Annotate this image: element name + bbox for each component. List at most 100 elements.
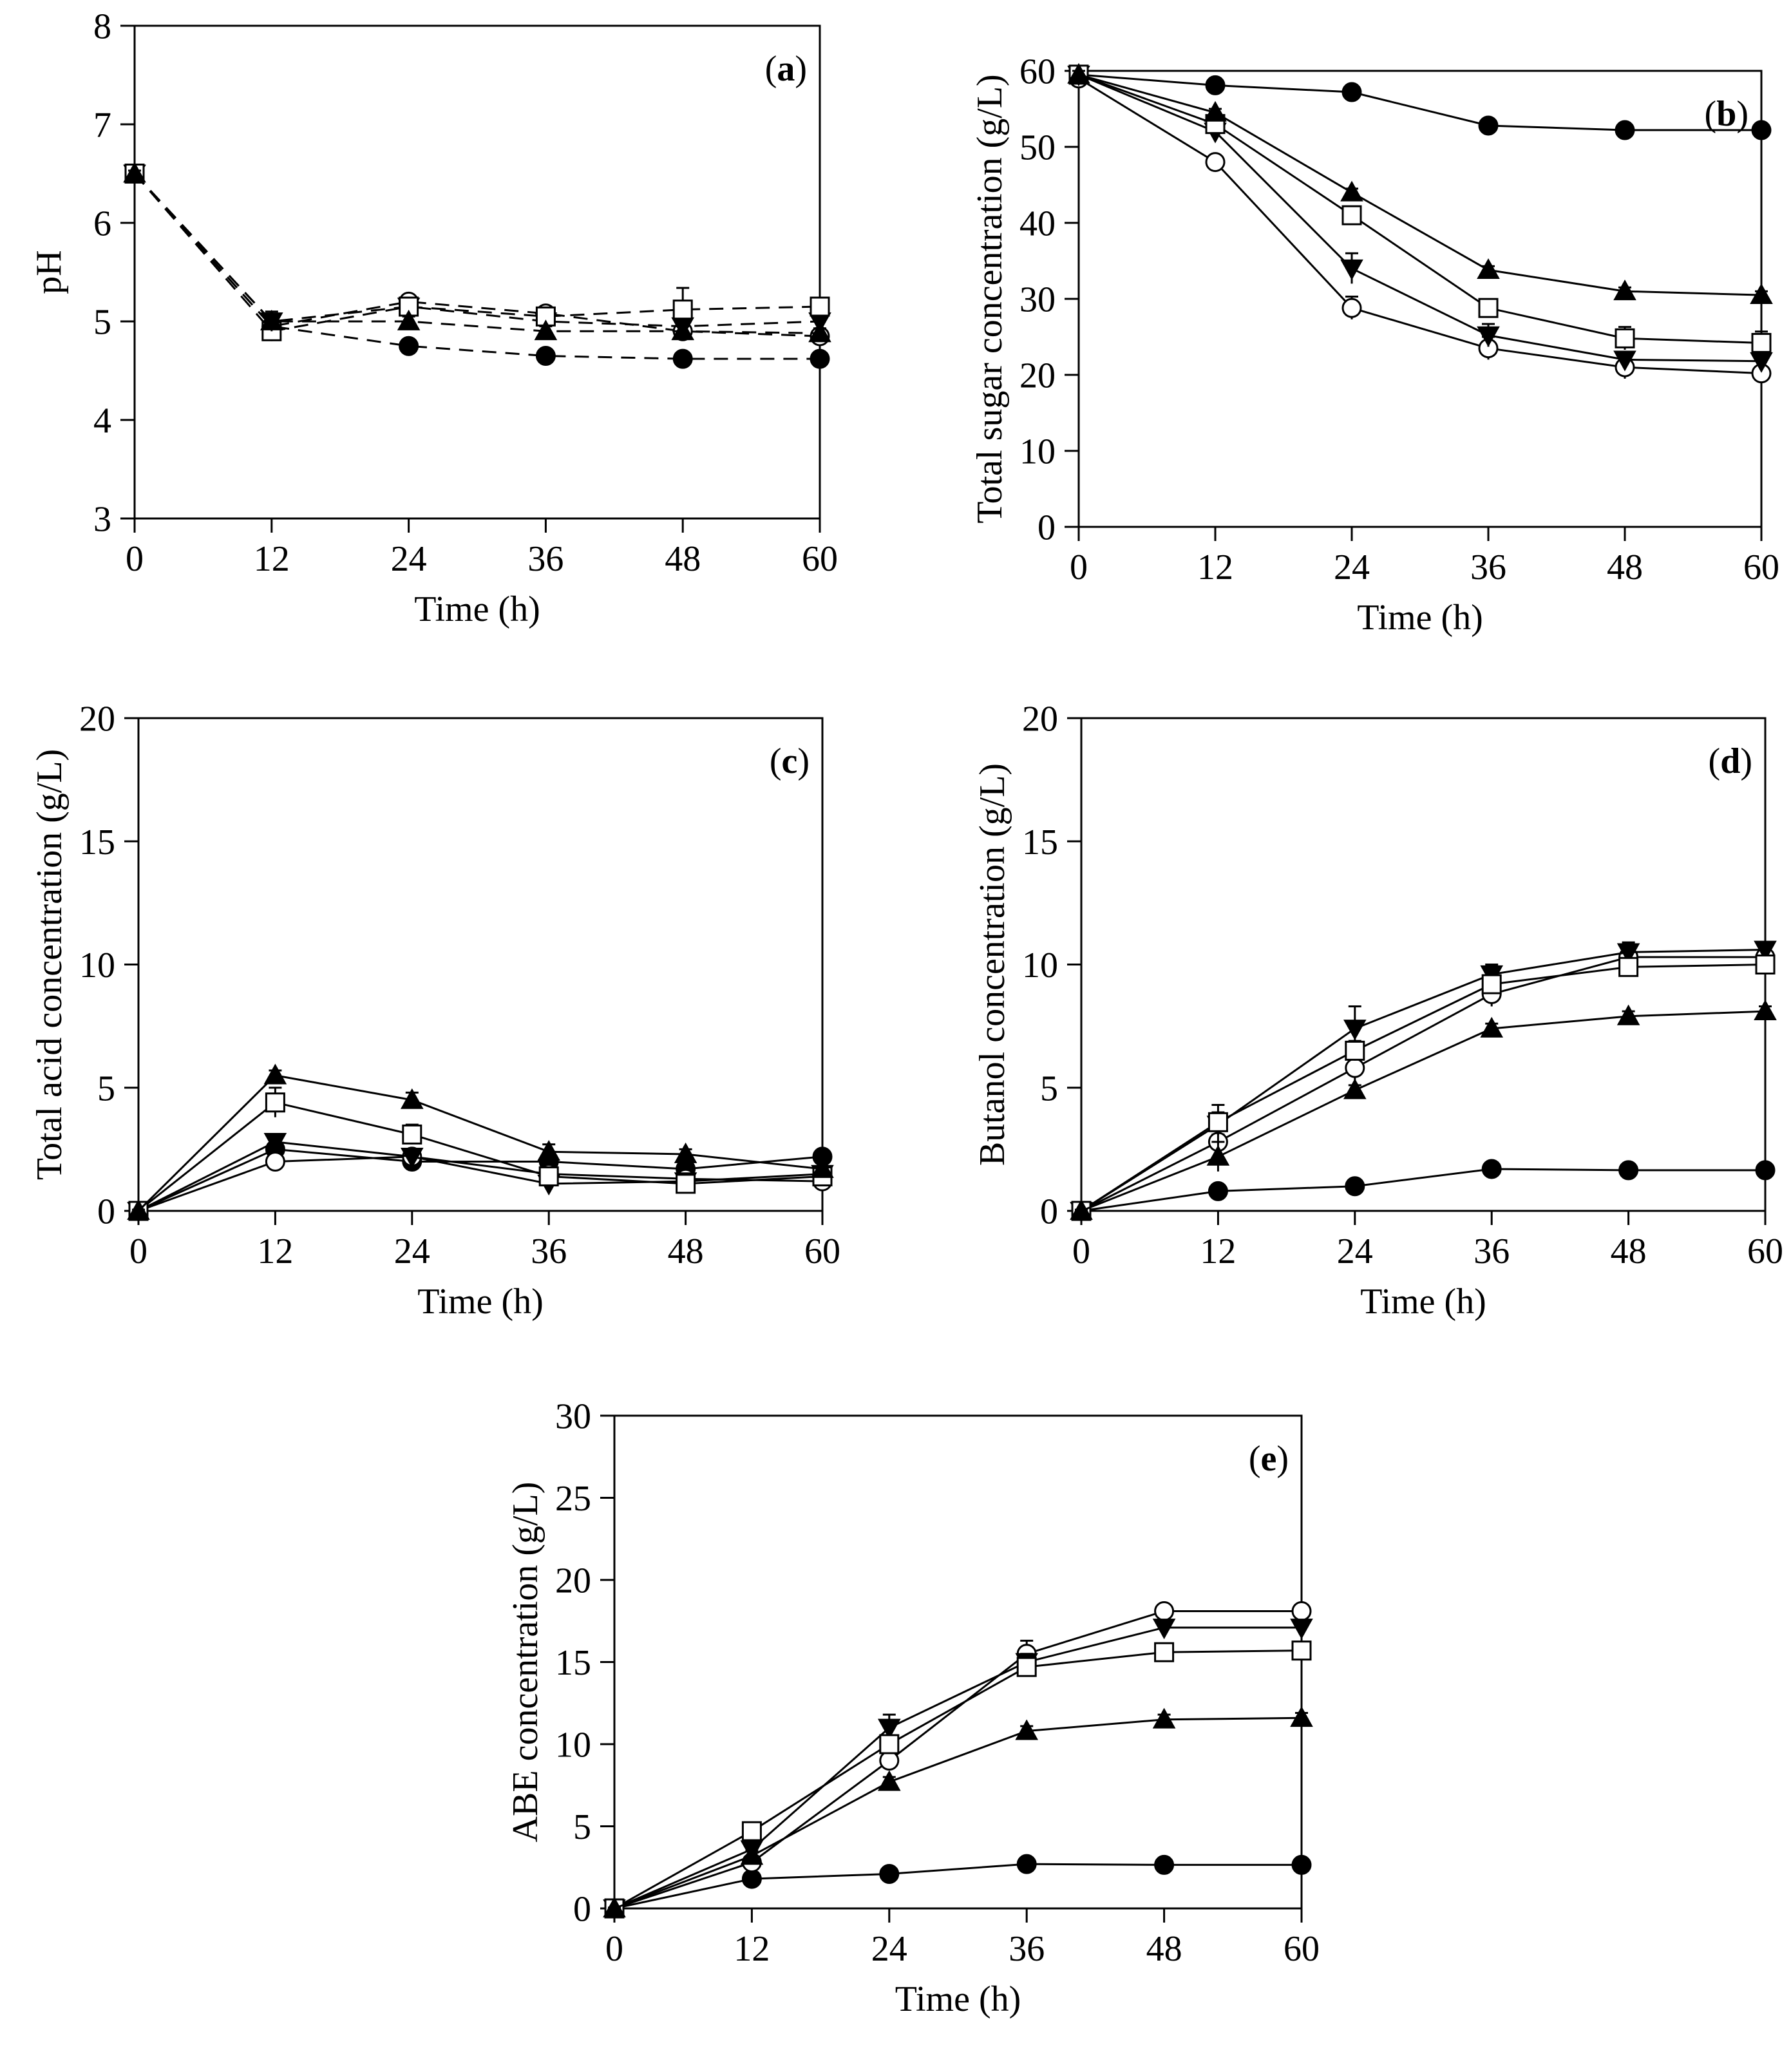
data-point: [1478, 298, 1499, 318]
data-point: [878, 1770, 901, 1791]
x-axis-title: Time (h): [417, 1282, 544, 1322]
data-point: [672, 348, 693, 369]
data-point: [1154, 1642, 1175, 1662]
data-point: [1067, 62, 1090, 84]
data-point: [1291, 1854, 1312, 1875]
x-tick-label: 48: [1607, 547, 1643, 587]
data-point: [1341, 298, 1362, 318]
data-point: [1616, 943, 1640, 964]
data-point: [538, 1166, 559, 1186]
data-point: [1755, 955, 1776, 974]
x-tick-label: 12: [1200, 1231, 1236, 1271]
y-tick-label: 5: [573, 1807, 591, 1847]
data-point: [1481, 974, 1502, 994]
data-point: [265, 1092, 285, 1113]
series-line: [1078, 73, 1762, 296]
data-point: [1613, 280, 1636, 301]
series-line: [138, 1101, 823, 1212]
series-filled-triangle-up: [1070, 1000, 1777, 1220]
chart-panel-a: 3 4 5 6 7 8 0 12 24 36 48 60 Time (h) pH (a): [29, 7, 838, 630]
data-point: [1343, 1020, 1367, 1041]
data-point: [1618, 1160, 1639, 1181]
data-point: [1154, 1601, 1175, 1621]
x-tick-label: 24: [1337, 1231, 1373, 1271]
data-point: [741, 1868, 762, 1889]
y-tick-label: 4: [93, 401, 111, 441]
data-point: [1340, 180, 1363, 202]
data-point: [1613, 350, 1636, 372]
series-filled-circle: [1071, 1159, 1776, 1221]
series-line: [133, 173, 820, 337]
y-tick-label: 60: [1019, 52, 1056, 92]
y-tick-label: 6: [93, 204, 111, 244]
x-tick-label: 0: [129, 1231, 147, 1271]
x-tick-label: 12: [734, 1929, 770, 1969]
data-point: [1341, 205, 1362, 225]
x-tick-label: 12: [257, 1231, 293, 1271]
series-line: [138, 1148, 823, 1212]
data-point: [402, 1124, 422, 1145]
data-point: [1154, 1854, 1175, 1875]
data-point: [671, 319, 694, 341]
series-line: [137, 1074, 823, 1212]
y-tick-label: 8: [93, 7, 111, 47]
data-point: [1750, 283, 1773, 304]
y-tick-label: 3: [93, 500, 111, 540]
data-point: [878, 1718, 901, 1740]
data-point: [810, 348, 830, 369]
x-tick-label: 60: [1743, 547, 1779, 587]
series-filled-triangle-up: [123, 162, 831, 343]
x-tick-label: 36: [527, 539, 564, 579]
x-tick-label: 24: [394, 1231, 430, 1271]
data-point: [674, 1142, 697, 1163]
series-line: [133, 173, 820, 334]
y-tick-label: 0: [573, 1890, 591, 1930]
series-line: [614, 1863, 1302, 1910]
y-tick-label: 0: [97, 1192, 115, 1232]
data-point: [1291, 1640, 1312, 1661]
x-axis-title: Time (h): [1360, 1282, 1486, 1322]
data-point: [1477, 258, 1500, 280]
y-tick-label: 40: [1019, 204, 1056, 244]
x-tick-label: 12: [1197, 547, 1233, 587]
series-filled-triangle-up: [1067, 62, 1773, 304]
data-point: [1152, 1619, 1176, 1640]
data-point: [879, 1751, 900, 1771]
data-point: [397, 309, 421, 330]
series-open-square: [604, 1640, 1312, 1919]
y-tick-label: 5: [1040, 1069, 1058, 1108]
data-point: [1208, 1181, 1228, 1201]
series-line: [138, 1141, 823, 1212]
x-tick-label: 24: [391, 539, 427, 579]
data-point: [535, 346, 556, 366]
y-tick-label: 15: [555, 1643, 591, 1683]
y-tick-label: 25: [555, 1479, 591, 1519]
data-point: [1340, 259, 1363, 280]
y-axis-title: ABE concentration (g/L): [506, 1482, 545, 1843]
data-point: [1016, 1854, 1037, 1874]
y-tick-label: 10: [1019, 432, 1056, 472]
data-point: [127, 1199, 150, 1220]
series-line: [1078, 77, 1762, 375]
x-tick-label: 60: [802, 539, 838, 579]
data-point: [1015, 1719, 1038, 1740]
x-tick-label: 0: [1072, 1231, 1090, 1271]
data-point: [123, 162, 146, 183]
panel-label: (c): [770, 741, 810, 781]
chart-panel-d: 0 5 10 15 20 0 12 24 36 48 60 Time (h) Butanol conce…: [972, 699, 1783, 1322]
data-point: [740, 1844, 764, 1865]
x-tick-label: 48: [668, 1231, 704, 1271]
series-filled-triangle-up: [603, 1706, 1313, 1917]
series-line: [1081, 1010, 1766, 1212]
y-axis-title: Butanol concentration (g/L): [972, 763, 1012, 1166]
x-tick-label: 36: [531, 1231, 567, 1271]
series-line: [1081, 956, 1765, 1212]
data-point: [1341, 82, 1362, 102]
data-point: [1205, 152, 1226, 173]
data-point: [741, 1821, 762, 1841]
x-axis-title: Time (h): [895, 1979, 1021, 2019]
data-point: [1751, 332, 1772, 353]
series-line: [614, 1610, 1302, 1910]
data-point: [401, 1147, 424, 1169]
